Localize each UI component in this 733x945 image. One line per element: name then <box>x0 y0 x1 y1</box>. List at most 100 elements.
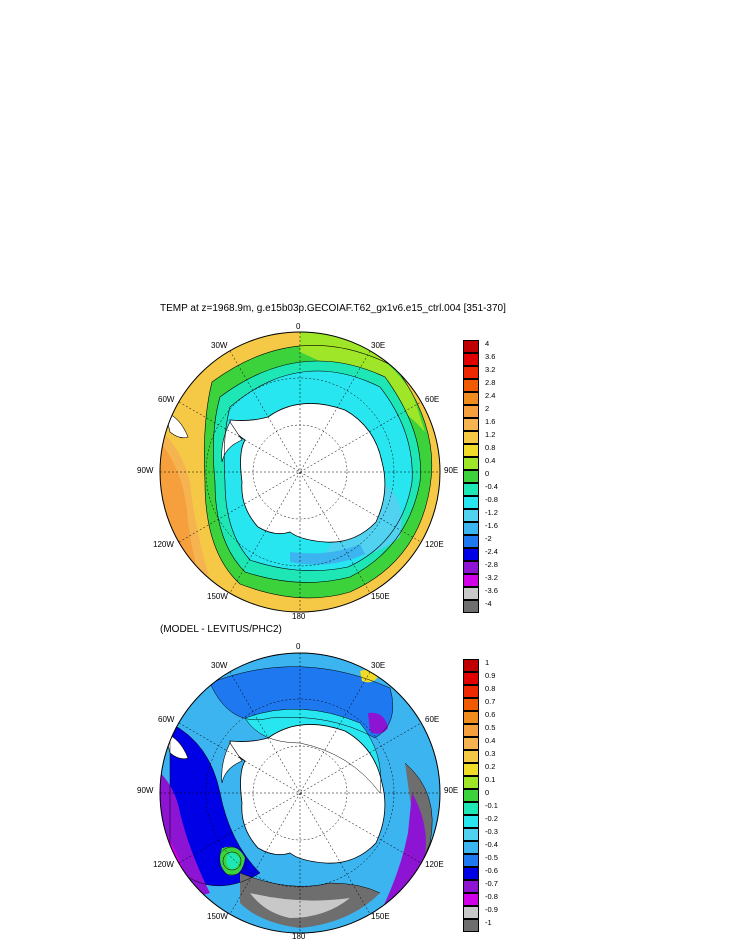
bottom-colorbar-swatch <box>463 919 479 932</box>
top-colorbar-label: -2.8 <box>485 560 498 569</box>
top-band-blue <box>290 544 365 565</box>
bottom-lon-150e: 150E <box>371 912 390 921</box>
top-colorbar-swatch <box>463 587 479 600</box>
bottom-colorbar-label: 1 <box>485 658 490 667</box>
top-peninsula <box>221 421 243 463</box>
bottom-colorbar-label: -0.5 <box>485 853 498 862</box>
bottom-colorbar-swatch <box>463 815 479 828</box>
bottom-colorbar-swatch <box>463 828 479 841</box>
top-colorbar-label: 0.8 <box>485 443 496 452</box>
top-colorbar-swatch <box>463 509 479 522</box>
bottom-colorbar-swatch <box>463 893 479 906</box>
top-lon-120e: 120E <box>425 540 444 549</box>
bottom-colorbar-swatch <box>463 750 479 763</box>
bottom-colorbar-swatch <box>463 698 479 711</box>
top-colorbar-swatch <box>463 600 479 613</box>
top-colorbar-swatch <box>463 561 479 574</box>
top-colorbar-swatch <box>463 574 479 587</box>
top-colorbar-label: -2 <box>485 534 492 543</box>
bottom-colorbar-label: 0.2 <box>485 762 496 771</box>
bottom-patch-purple-60e <box>368 712 388 734</box>
bottom-colorbar-label: -0.1 <box>485 801 498 810</box>
bottom-lon-180: 180 <box>292 932 306 941</box>
bottom-colorbar-label: -0.2 <box>485 814 498 823</box>
bottom-patch-cyan-mid <box>245 709 381 793</box>
top-colorbar-swatch <box>463 379 479 392</box>
top-panel-title: TEMP at z=1968.9m, g.e15b03p.GECOIAF.T62… <box>160 303 506 314</box>
top-polar-map <box>159 331 441 613</box>
top-colorbar-label: 1.2 <box>485 430 496 439</box>
bottom-colorbar-label: -1 <box>485 918 492 927</box>
bottom-colorbar-swatch <box>463 906 479 919</box>
top-colorbar-label: -3.6 <box>485 586 498 595</box>
top-colorbar-label: -4 <box>485 599 492 608</box>
bottom-colorbar-label: 0 <box>485 788 490 797</box>
top-colorbar-swatch <box>463 418 479 431</box>
top-lon-30w: 30W <box>211 341 228 350</box>
bottom-colorbar-swatch <box>463 802 479 815</box>
top-lon-120w: 120W <box>153 540 174 549</box>
top-colorbar-label: -3.2 <box>485 573 498 582</box>
bottom-lon-30w: 30W <box>211 661 228 670</box>
top-lon-150e: 150E <box>371 592 390 601</box>
top-colorbar-label: 2 <box>485 404 490 413</box>
bottom-colorbar-label: 0.4 <box>485 736 496 745</box>
bottom-lon-60w: 60W <box>158 715 175 724</box>
bottom-lon-30e: 30E <box>371 661 386 670</box>
top-colorbar-label: 2.4 <box>485 391 496 400</box>
top-colorbar-swatch <box>463 366 479 379</box>
bottom-lon-0: 0 <box>296 642 301 651</box>
bottom-colorbar-label: -0.9 <box>485 905 498 914</box>
top-colorbar-label: 2.8 <box>485 378 496 387</box>
top-colorbar-label: 4 <box>485 339 490 348</box>
bottom-colorbar-label: 0.8 <box>485 684 496 693</box>
bottom-lon-90w: 90W <box>137 786 154 795</box>
top-colorbar-swatch <box>463 496 479 509</box>
top-colorbar-label: 3.6 <box>485 352 496 361</box>
bottom-colorbar-swatch <box>463 659 479 672</box>
bottom-colorbar-swatch <box>463 737 479 750</box>
top-colorbar-swatch <box>463 470 479 483</box>
bottom-colorbar-label: 0.6 <box>485 710 496 719</box>
top-lon-180: 180 <box>292 612 306 621</box>
top-colorbar-swatch <box>463 431 479 444</box>
bottom-colorbar-label: -0.6 <box>485 866 498 875</box>
top-colorbar-label: 0 <box>485 469 490 478</box>
top-colorbar-swatch <box>463 392 479 405</box>
top-lon-90e: 90E <box>444 466 459 475</box>
bottom-patch-lightgreen <box>226 852 240 870</box>
bottom-colorbar-swatch <box>463 854 479 867</box>
bottom-colorbar-label: 0.1 <box>485 775 496 784</box>
top-lon-90w: 90W <box>137 466 154 475</box>
bottom-patch-south-grey <box>240 873 380 928</box>
bottom-colorbar-swatch <box>463 685 479 698</box>
bottom-colorbar-swatch <box>463 776 479 789</box>
top-colorbar-swatch <box>463 535 479 548</box>
top-colorbar-swatch <box>463 457 479 470</box>
bottom-colorbar-swatch <box>463 672 479 685</box>
top-colorbar-swatch <box>463 522 479 535</box>
bottom-colorbar-swatch <box>463 724 479 737</box>
bottom-colorbar-label: 0.5 <box>485 723 496 732</box>
top-colorbar-label: -2.4 <box>485 547 498 556</box>
top-lon-60e: 60E <box>425 395 440 404</box>
bottom-colorbar-label: -0.8 <box>485 892 498 901</box>
bottom-colorbar-swatch <box>463 763 479 776</box>
bottom-colorbar-label: -0.7 <box>485 879 498 888</box>
top-colorbar-label: -1.2 <box>485 508 498 517</box>
bottom-patch-darkblue-west <box>170 723 260 886</box>
top-colorbar-swatch <box>463 340 479 353</box>
bottom-colorbar-label: 0.7 <box>485 697 496 706</box>
bottom-antarctica <box>229 724 386 864</box>
bottom-lon-150w: 150W <box>207 912 228 921</box>
bottom-colorbar-swatch <box>463 867 479 880</box>
top-colorbar-label: 1.6 <box>485 417 496 426</box>
top-colorbar-swatch <box>463 444 479 457</box>
bottom-lon-90e: 90E <box>444 786 459 795</box>
bottom-colorbar-swatch <box>463 841 479 854</box>
top-colorbar-label: 0.4 <box>485 456 496 465</box>
bottom-colorbar-label: 0.9 <box>485 671 496 680</box>
bottom-colorbar-label: 0.3 <box>485 749 496 758</box>
top-colorbar-label: -0.8 <box>485 495 498 504</box>
bottom-polar-map <box>159 652 441 934</box>
